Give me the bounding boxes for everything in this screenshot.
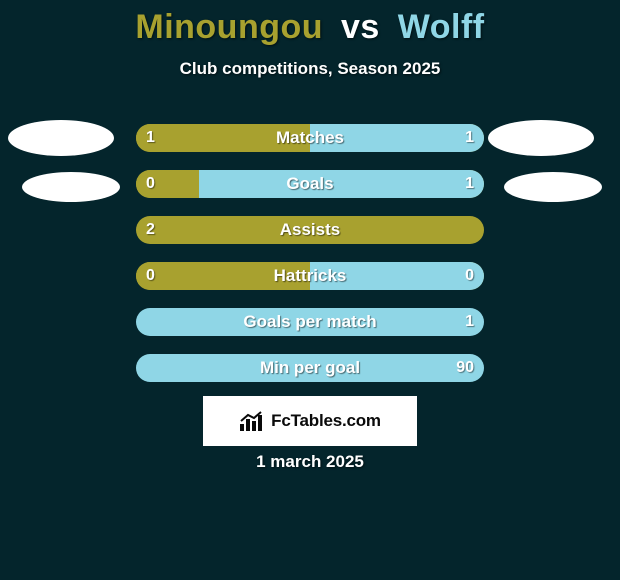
- stat-row: 2Assists: [136, 216, 484, 244]
- source-badge-text: FcTables.com: [271, 411, 381, 431]
- vs-text: vs: [341, 8, 380, 46]
- stat-row: 1Goals per match: [136, 308, 484, 336]
- chart-icon: [239, 410, 265, 432]
- stat-row: 00Hattricks: [136, 262, 484, 290]
- avatar-left-2: [22, 172, 120, 202]
- stat-row: 11Matches: [136, 124, 484, 152]
- stat-label: Min per goal: [136, 354, 484, 382]
- footer-date: 1 march 2025: [0, 452, 620, 472]
- avatar-right-2: [504, 172, 602, 202]
- stat-label: Assists: [136, 216, 484, 244]
- avatar-left-1: [8, 120, 114, 156]
- stat-row: 01Goals: [136, 170, 484, 198]
- stat-label: Matches: [136, 124, 484, 152]
- player2-name: Wolff: [398, 8, 485, 46]
- subtitle: Club competitions, Season 2025: [0, 59, 620, 79]
- stat-label: Goals per match: [136, 308, 484, 336]
- avatar-right-1: [488, 120, 594, 156]
- stat-label: Hattricks: [136, 262, 484, 290]
- source-badge: FcTables.com: [203, 396, 417, 446]
- page-title: Minoungou vs Wolff: [0, 0, 620, 47]
- stat-label: Goals: [136, 170, 484, 198]
- comparison-chart: 11Matches 01Goals 2Assists 00Hattricks 1Goal…: [136, 124, 484, 400]
- stat-row: 90Min per goal: [136, 354, 484, 382]
- player1-name: Minoungou: [135, 8, 323, 46]
